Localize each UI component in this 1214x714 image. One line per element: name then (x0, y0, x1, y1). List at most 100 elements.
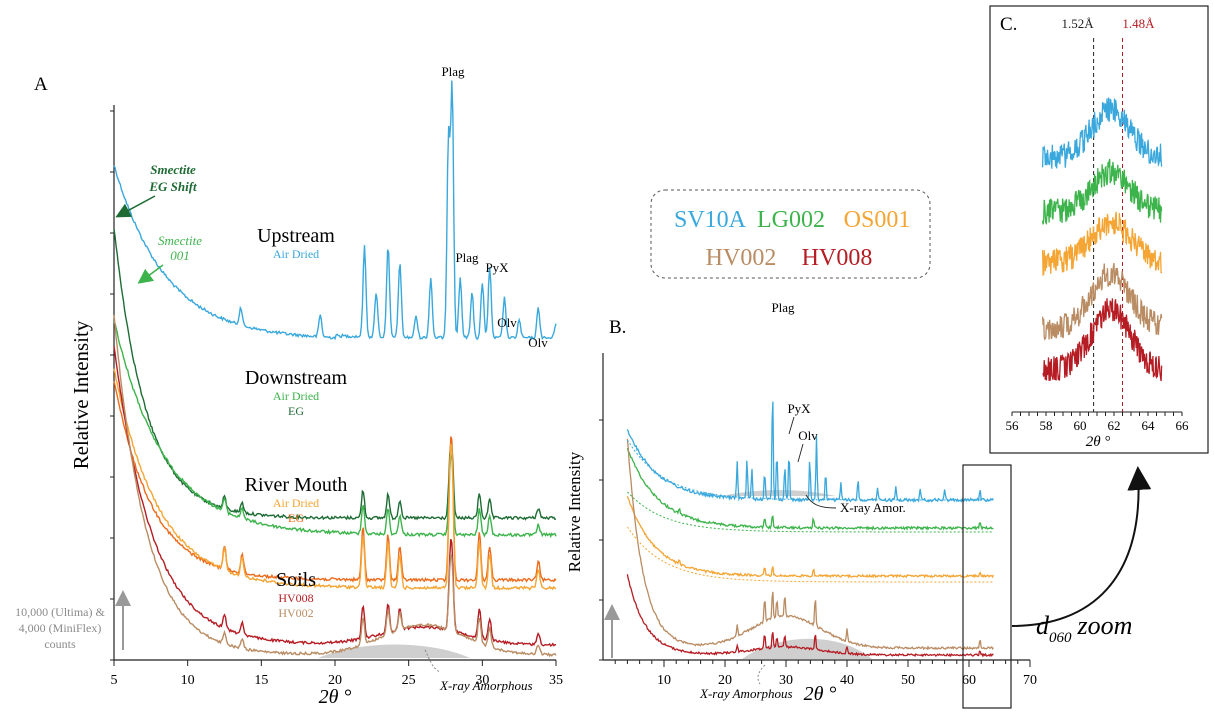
a-xtick-label: 20 (328, 673, 342, 688)
a-xtick-label: 10 (181, 673, 195, 688)
panel-a-label: A (34, 74, 48, 95)
panel-c-label: C. (1000, 14, 1017, 35)
b-xtick-label: 70 (1023, 673, 1037, 688)
a-series-soils-hv008 (113, 346, 557, 647)
c-series-hv002 (1041, 262, 1163, 341)
zoom-label-d: d (1036, 611, 1050, 640)
panel-b-series (626, 401, 994, 658)
b-xtick-label: 20 (718, 673, 732, 688)
scale-note-line-3: counts (44, 637, 76, 651)
c-xtick-label: 58 (1040, 418, 1053, 433)
panel-c-x-ticks: 56 58 60 62 64 66 (1006, 412, 1190, 433)
a-xtick-label: 5 (111, 673, 118, 688)
smectite-001-line-1: Smectite (158, 233, 202, 248)
scale-note-line-1: 10,000 (Ultima) & (15, 605, 105, 619)
c-xtick-label: 56 (1006, 418, 1020, 433)
panel-a-series (113, 80, 557, 658)
b-series-hv008 (626, 574, 994, 658)
legend: SV10A LG002 OS001 HV002 HV008 (650, 189, 931, 279)
c-series-hv008 (1042, 298, 1163, 382)
legend-sv10a: SV10A (674, 207, 747, 233)
panel-a-x-ticks: 5 10 15 20 25 30 35 (111, 660, 563, 688)
panel-b-pyx-leader (788, 416, 795, 435)
a-series-upstream-air-dried (113, 80, 557, 341)
panel-b-amorphous-label: X-ray Amorphous (699, 686, 793, 701)
c-marker-label-0: 1.52Å (1062, 16, 1095, 31)
b-series-lg002 (626, 447, 994, 531)
group-soils-title: Soils (276, 569, 316, 591)
panel-b-ylabel: Relative Intensity (565, 451, 584, 572)
b-series-hv002 (626, 438, 994, 651)
c-series-sv10a (1041, 97, 1163, 169)
panel-b-y-ticks (599, 419, 603, 661)
panel-b-x-ticks: 10 20 30 40 50 60 70 (614, 660, 1037, 688)
c-series-os001 (1041, 211, 1163, 277)
a-series-downstream-eg (113, 229, 557, 521)
peak-label-plag-top: Plag (441, 64, 465, 79)
panel-b-olv-leader (797, 443, 804, 463)
c-xtick-label: 60 (1074, 418, 1087, 433)
group-rivermouth-eg: EG (288, 511, 304, 525)
a-series-soils-hv002 (113, 314, 557, 658)
panel-a-amorphous-label: X-ray Amorphous (439, 678, 533, 693)
legend-hv008: HV008 (802, 245, 873, 271)
peak-label-olv-1: Olv (497, 315, 517, 330)
b-xtick-label: 50 (901, 673, 915, 688)
b-xtick-label: 40 (840, 673, 854, 688)
panel-a-ylabel: Relative Intensity (69, 320, 93, 469)
legend-hv002: HV002 (706, 245, 777, 271)
panel-a-amorphous-hump (318, 644, 470, 658)
b-baseline-1 (627, 491, 994, 533)
panel-a-xlabel: 2θ ° (319, 686, 352, 708)
zoom-label: d060 zoom (1036, 611, 1132, 646)
group-soils-hv002: HV002 (278, 606, 313, 620)
b-xtick-label: 30 (779, 673, 793, 688)
smectite-shift-line-1: Smectite (150, 162, 196, 177)
panel-b: B. Relative Intensity 10 20 30 40 50 60 70 2θ … (565, 300, 1152, 709)
panel-b-peak-olv: Olv (798, 428, 818, 443)
peak-label-pyx: PyX (485, 260, 509, 275)
b-series-sv10a (626, 401, 994, 503)
c-series-lg002 (1041, 158, 1163, 225)
smectite-001-arrow (137, 264, 164, 284)
a-xtick-label: 25 (402, 673, 416, 688)
panel-b-xray-amor-leader (805, 494, 837, 509)
smectite-001-line-2: 001 (170, 248, 190, 263)
panel-c-xlabel: 2θ ° (1086, 434, 1111, 450)
panel-b-label: B. (609, 317, 626, 338)
panel-b-peak-pyx: PyX (787, 401, 811, 416)
b-series-os001 (626, 495, 994, 579)
a-xtick-label: 15 (254, 673, 268, 688)
peak-label-olv-2: Olv (528, 335, 548, 350)
panel-b-xlabel: 2θ ° (804, 683, 837, 705)
peak-label-plag-2: Plag (455, 250, 479, 265)
panel-c-series (1041, 97, 1163, 382)
b-xtick-label: 10 (657, 673, 671, 688)
legend-os001: OS001 (844, 207, 911, 233)
group-soils-hv008: HV008 (278, 591, 313, 605)
legend-box (650, 189, 931, 279)
c-xtick-label: 62 (1108, 418, 1121, 433)
smectite-shift-arrow (115, 195, 156, 218)
panel-b-peak-plag: Plag (771, 300, 795, 315)
scale-note-line-2: 4,000 (MiniFlex) (19, 621, 102, 635)
a-xtick-label: 35 (549, 673, 563, 688)
a-xtick-label: 30 (475, 673, 489, 688)
d060-zoom-box (962, 464, 1012, 709)
smectite-shift-line-2: EG Shift (148, 179, 197, 194)
c-marker-label-1: 1.48Å (1122, 16, 1155, 31)
b-xtick-label: 60 (962, 673, 976, 688)
c-xtick-label: 66 (1176, 418, 1190, 433)
group-downstream-eg: EG (288, 404, 304, 418)
group-rivermouth-air-dried: Air Dried (273, 496, 319, 510)
c-xtick-label: 64 (1142, 418, 1156, 433)
panel-a-y-ticks (110, 110, 114, 661)
zoom-label-word: zoom (1077, 611, 1133, 640)
legend-lg002: LG002 (757, 207, 825, 233)
group-downstream-title: Downstream (245, 367, 348, 389)
a-series-rivermouth-air-dried (113, 368, 557, 591)
a-series-downstream-air-dried (113, 321, 557, 539)
panel-b-amorphous-leader (757, 664, 766, 685)
group-upstream-title: Upstream (257, 225, 335, 247)
